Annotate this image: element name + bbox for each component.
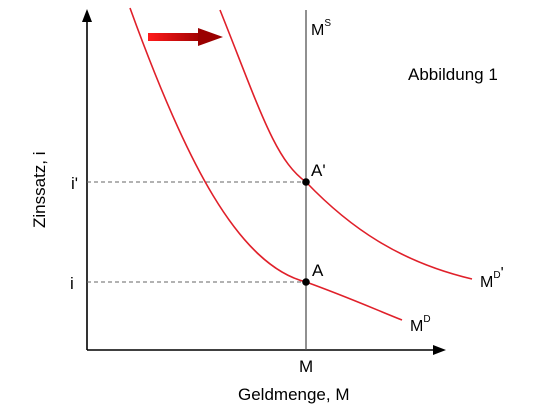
x-tick-label-m: M xyxy=(299,357,313,376)
point-label-a: A xyxy=(312,261,324,280)
money-demand-curve xyxy=(129,7,403,321)
x-axis-label: Geldmenge, M xyxy=(238,385,350,404)
figure-label: Abbildung 1 xyxy=(408,65,498,84)
y-tick-label-i-prime: i' xyxy=(71,174,78,193)
x-axis-arrowhead xyxy=(433,345,446,355)
shifted-demand-curve-label: MD' xyxy=(480,265,504,291)
demand-curve-label: MD xyxy=(410,314,431,335)
shift-arrow-shaft xyxy=(148,33,204,41)
y-tick-label-i: i xyxy=(70,274,74,293)
equilibrium-point-a-prime xyxy=(302,178,310,186)
y-axis-label: Zinssatz, i xyxy=(30,151,49,228)
equilibrium-point-a xyxy=(302,278,310,286)
y-axis-arrowhead xyxy=(82,9,92,22)
supply-curve-label: MS xyxy=(311,18,331,39)
shift-arrow-head xyxy=(198,28,223,46)
shifted-money-demand-curve xyxy=(219,9,473,280)
point-label-a-prime: A' xyxy=(311,161,326,180)
